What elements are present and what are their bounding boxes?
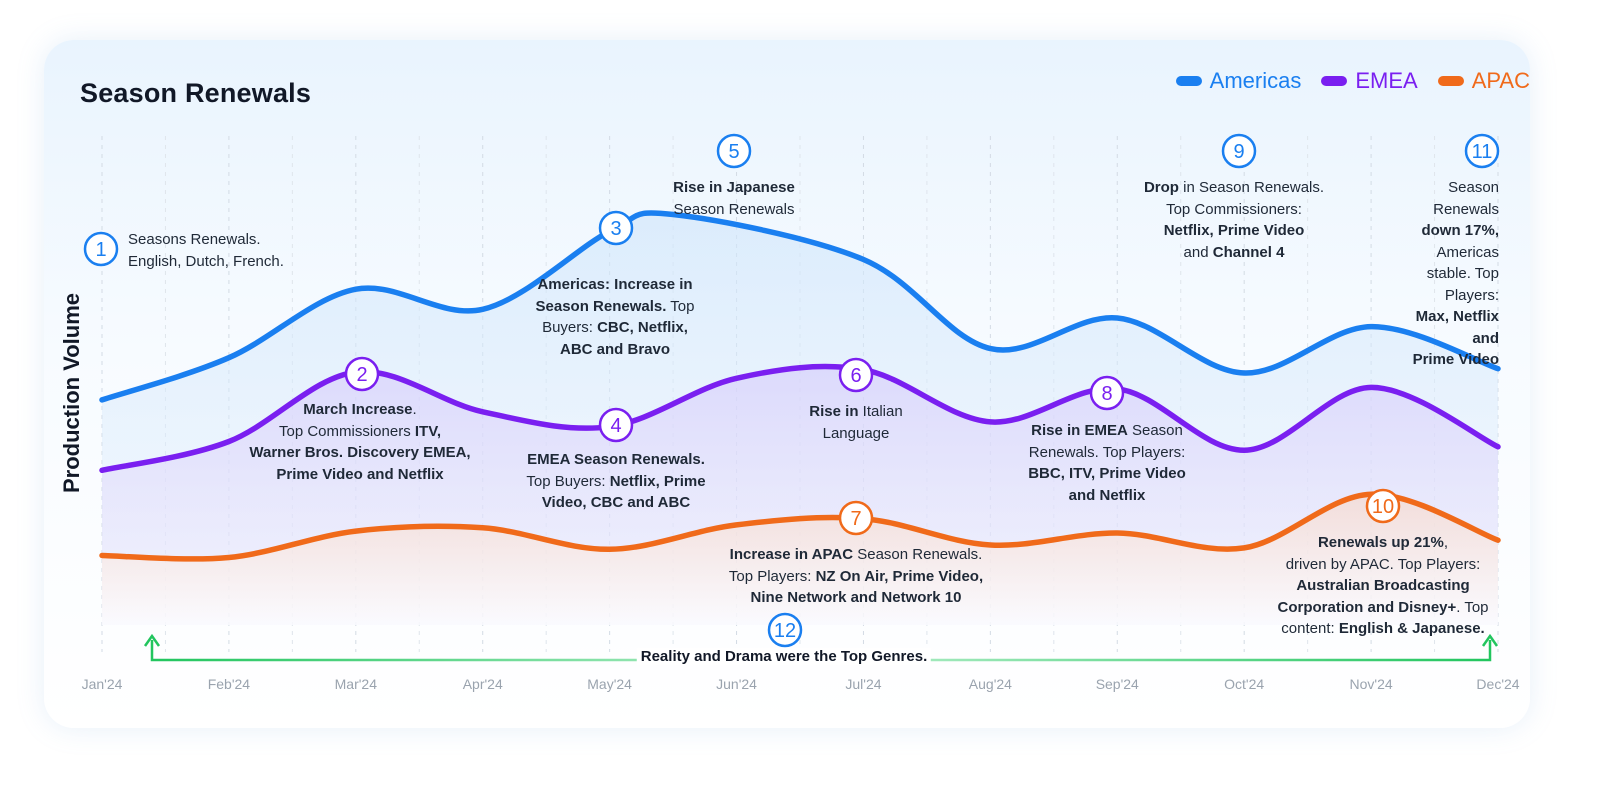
legend-item: EMEA <box>1321 68 1418 94</box>
annotation-text-6: Rise in Italian Language <box>809 403 903 442</box>
annotation-number-3: 3 <box>610 218 621 240</box>
legend-label: Americas <box>1209 68 1302 93</box>
annotation-marker-12 <box>767 612 803 648</box>
annotation-marker-5 <box>716 133 752 169</box>
annotation-text-7: Increase in APAC Season Renewals. Top Pla… <box>728 546 984 606</box>
annotation-text-4: EMEA Season Renewals. Top Buyers: Netflix… <box>526 451 706 511</box>
annotation-marker-11 <box>1464 133 1500 169</box>
x-tick-label: Jun'24 <box>716 676 757 692</box>
legend-swatch <box>1175 76 1202 86</box>
annotation-number-9: 9 <box>1233 141 1244 163</box>
x-tick-label: Feb'24 <box>207 676 251 692</box>
annotation-marker-8 <box>1089 375 1125 411</box>
x-tick-label: Sep'24 <box>1095 676 1139 692</box>
x-tick-label: Dec'24 <box>1476 676 1520 692</box>
annotation-number-5: 5 <box>728 141 739 163</box>
line-apac <box>99 491 1501 562</box>
annotation-marker-9 <box>1221 133 1257 169</box>
x-tick-label: Aug'24 <box>968 676 1012 692</box>
annotation-marker-4 <box>598 407 634 443</box>
bracket-arrow-right <box>1481 633 1499 647</box>
x-tick-label: Oct'24 <box>1224 676 1265 692</box>
legend-swatch <box>1437 76 1464 86</box>
annotation-marker-10 <box>1365 488 1401 524</box>
legend-swatch <box>1321 76 1348 86</box>
x-tick-label: Jul'24 <box>845 676 882 692</box>
legend-label: APAC <box>1471 68 1530 93</box>
annotation-marker-7 <box>838 500 874 536</box>
legend: Americas EMEA APAC <box>1120 68 1530 94</box>
x-tick-label: Jan'24 <box>81 676 123 692</box>
annotation-number-10: 10 <box>1372 496 1394 518</box>
line-emea <box>99 363 1501 474</box>
x-tick-label: Apr'24 <box>462 676 503 692</box>
annotation-number-7: 7 <box>850 508 861 530</box>
annotation-marker-1 <box>83 231 119 267</box>
annotation-number-4: 4 <box>610 415 621 437</box>
legend-item: Americas <box>1175 68 1302 94</box>
annotation-text-2: March Increase. Top Commissioners ITV, War… <box>249 401 471 483</box>
annotation-text-9: Drop in Season Renewals. Top Commissioner… <box>1143 179 1325 261</box>
line-americas <box>99 210 1501 403</box>
legend-label: EMEA <box>1355 68 1418 93</box>
annotation-text-10: Renewals up 21%, driven by APAC. Top Play… <box>1277 534 1489 637</box>
annotation-marker-2 <box>344 356 380 392</box>
annotation-text-1: Seasons Renewals. English, Dutch, French. <box>128 231 284 270</box>
legend-item: APAC <box>1437 68 1530 94</box>
bracket-arrow-left <box>143 633 161 647</box>
x-tick-label: Nov'24 <box>1349 676 1393 692</box>
annotation-number-12: 12 <box>774 620 796 642</box>
x-tick-label: Mar'24 <box>334 676 377 692</box>
annotation-text-11: Season Renewals down 17%, Americas stable.… <box>1412 179 1499 368</box>
annotation-number-6: 6 <box>850 365 861 387</box>
annotation-text-3: Americas: Increase in Season Renewals. To… <box>535 276 695 358</box>
annotation-text-8: Rise in EMEA Season Renewals. Top Players… <box>1028 422 1186 504</box>
annotation-number-11: 11 <box>1472 141 1493 163</box>
annotation-number-8: 8 <box>1101 383 1112 405</box>
series-lines <box>99 210 1501 562</box>
annotation-text-5: Rise in Japanese Season Renewals <box>673 179 795 218</box>
annotation-number-1: 1 <box>95 239 106 261</box>
annotation-marker-6 <box>838 357 874 393</box>
annotation-marker-3 <box>598 210 634 246</box>
x-tick-label: May'24 <box>587 676 632 692</box>
chart-title: Season Renewals <box>80 78 312 108</box>
annotation-text-12: Reality and Drama were the Top Genres. <box>636 648 932 665</box>
annotation-number-2: 2 <box>356 364 367 386</box>
